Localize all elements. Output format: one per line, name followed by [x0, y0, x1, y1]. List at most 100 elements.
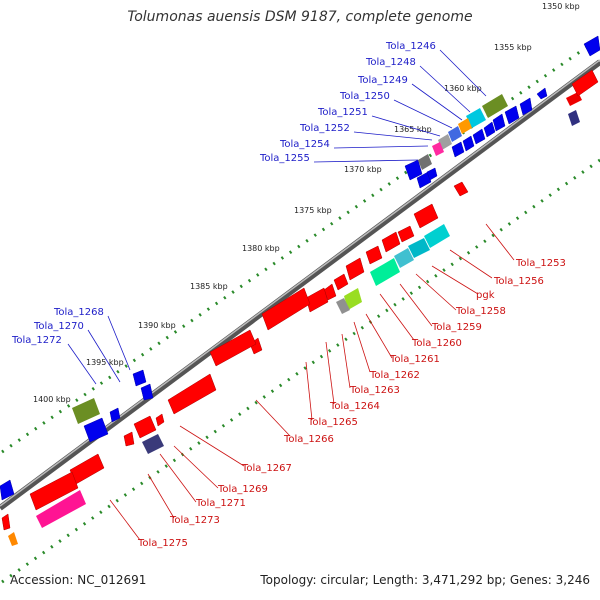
genome-summary: Topology: circular; Length: 3,471,292 bp… [260, 573, 590, 587]
label-leader [371, 115, 441, 137]
gene-label-reverse: Tola_1256 [493, 276, 544, 287]
gene-feature [453, 181, 469, 197]
gene-feature [568, 110, 580, 126]
label-leader [399, 283, 433, 327]
gene-feature [8, 532, 18, 546]
accession-label: Accession: NC_012691 [10, 573, 147, 587]
outer-tick-guide [1, 36, 600, 454]
gene-label-forward: Tola_1250 [339, 91, 390, 102]
gene-feature [466, 108, 486, 128]
label-leader [333, 145, 429, 149]
gene-feature [333, 273, 349, 291]
tick-label: 1355 kbp [494, 43, 532, 52]
gene-feature [519, 97, 533, 116]
gene-feature [132, 369, 147, 387]
label-leader [485, 223, 515, 261]
gene-feature [394, 248, 414, 268]
gene-feature [305, 287, 329, 313]
label-leader [107, 315, 131, 371]
gene-feature [397, 225, 415, 243]
tick-label: 1380 kbp [242, 244, 280, 253]
gene-feature [209, 329, 257, 367]
gene-feature [29, 471, 79, 511]
gene-feature [261, 287, 311, 331]
gene-label-forward: Tola_1248 [365, 57, 416, 68]
tick-label: 1395 kbp [86, 358, 124, 367]
label-leader [109, 499, 141, 541]
tick-label: 1400 kbp [33, 395, 71, 404]
gene-feature [0, 479, 15, 501]
gene-label-reverse: Tola_1253 [515, 258, 566, 269]
inner-tick-guide [1, 158, 600, 584]
gene-feature [72, 398, 100, 424]
label-leader [173, 445, 219, 489]
gene-feature [424, 224, 450, 248]
label-leader [305, 361, 313, 421]
tick-label: 1360 kbp [444, 84, 482, 93]
tick-label: 1365 kbp [394, 125, 432, 134]
gene-label-reverse: Tola_1271 [195, 498, 246, 509]
label-leader [449, 249, 493, 279]
tick-label: 1375 kbp [294, 206, 332, 215]
label-leader [353, 131, 433, 141]
gene-feature [109, 407, 121, 423]
gene-feature [413, 203, 439, 229]
gene-feature [123, 431, 135, 447]
gene-feature [336, 298, 350, 314]
gene-feature [133, 415, 157, 439]
gene-feature [416, 171, 432, 189]
gene-feature [571, 69, 599, 97]
gene-feature [458, 118, 472, 134]
gene-label-forward: Tola_1268 [53, 307, 104, 318]
gene-feature [142, 434, 164, 454]
gene-label-forward: Tola_1255 [259, 153, 310, 164]
gene-feature [408, 238, 430, 258]
tick-label: 1385 kbp [190, 282, 228, 291]
gene-label-forward: Tola_1251 [317, 107, 368, 118]
label-leader [87, 329, 121, 383]
label-leader [431, 265, 479, 295]
label-leader [325, 341, 335, 405]
gene-label-reverse: Tola_1264 [329, 401, 380, 412]
gene-label-reverse: Tola_1275 [137, 538, 188, 549]
gene-feature [365, 245, 383, 265]
gene-feature [472, 128, 486, 145]
gene-label-reverse: Tola_1261 [389, 354, 440, 365]
gene-feature [504, 105, 520, 125]
gene-label-forward: Tola_1270 [33, 321, 84, 332]
gene-feature [404, 159, 423, 181]
gene-label-forward: Tola_1254 [279, 139, 330, 150]
tick-label: 1370 kbp [344, 165, 382, 174]
label-leader [313, 159, 419, 163]
gene-feature [451, 141, 465, 158]
gene-feature [370, 258, 400, 286]
label-leader [411, 83, 463, 121]
gene-label-forward: Tola_1246 [385, 41, 436, 52]
gene-feature [432, 142, 444, 156]
gene-label-reverse: Tola_1259 [431, 322, 482, 333]
label-leader [439, 49, 487, 97]
gene-label-reverse: Tola_1263 [349, 385, 400, 396]
label-leader [255, 399, 291, 437]
gene-feature [167, 373, 217, 415]
tick-label: 1350 kbp [542, 2, 580, 11]
label-leader [67, 343, 97, 385]
label-leader [147, 473, 175, 519]
gene-feature [381, 231, 401, 253]
gene-feature [583, 35, 600, 57]
gene-label-reverse: Tola_1260 [411, 338, 462, 349]
label-leader [179, 425, 245, 467]
gene-label-reverse: Tola_1265 [307, 417, 358, 428]
label-leader [341, 333, 351, 389]
gene-feature [140, 383, 154, 401]
label-leader [419, 65, 471, 113]
label-leader [379, 293, 415, 341]
gene-feature [69, 453, 105, 485]
gene-feature [483, 121, 496, 138]
gene-feature [1, 513, 11, 531]
gene-feature [448, 126, 462, 142]
gene-feature [492, 113, 506, 132]
label-leader [353, 321, 371, 373]
label-leader [415, 273, 457, 311]
tick-label: 1390 kbp [138, 321, 176, 330]
